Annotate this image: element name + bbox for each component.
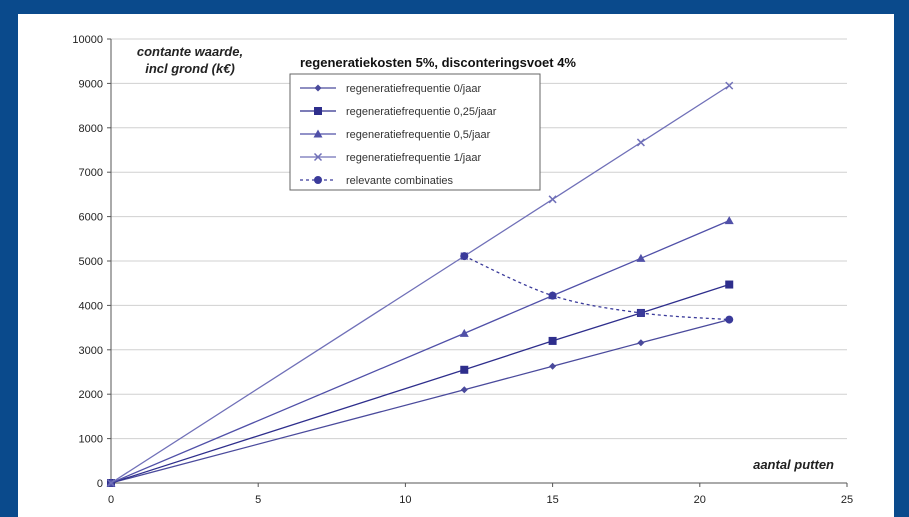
y-tick-label: 10000: [72, 34, 103, 46]
legend-marker: [313, 152, 323, 162]
y-tick-label: 1000: [79, 434, 103, 446]
legend-label: regeneratiefrequentie 0,5/jaar: [346, 129, 491, 141]
data-point: [637, 339, 645, 347]
x-axis-label: aantal putten: [753, 457, 834, 472]
data-point: [459, 328, 469, 337]
data-point: [725, 280, 734, 289]
series-5: [460, 252, 734, 324]
legend-entry: relevante combinaties: [300, 175, 454, 187]
x-tick-label: 20: [694, 494, 706, 506]
data-point: [548, 336, 557, 345]
legend-label: relevante combinaties: [346, 175, 454, 187]
x-tick-label: 25: [841, 494, 853, 506]
data-point: [460, 252, 469, 261]
series-3: [106, 216, 734, 487]
legend-entry: regeneratiefrequentie 0,25/jaar: [300, 106, 497, 118]
legend-entry: regeneratiefrequentie 1/jaar: [300, 152, 481, 164]
y-tick-label: 8000: [79, 123, 103, 135]
legend-marker: [313, 129, 323, 138]
series-line: [110, 283, 730, 484]
y-tick-label: 2000: [79, 389, 103, 401]
data-point: [724, 216, 734, 225]
y-tick-label: 4000: [79, 300, 103, 312]
legend-entry: regeneratiefrequentie 0/jaar: [300, 83, 481, 95]
data-point: [636, 138, 645, 147]
series-line: [110, 318, 730, 484]
x-tick-label: 10: [399, 494, 411, 506]
series-line: [464, 255, 730, 321]
legend-label: regeneratiefrequentie 0,25/jaar: [346, 106, 497, 118]
y-axis-label-line-1: contante waarde,: [137, 44, 243, 59]
data-point: [460, 365, 469, 374]
series-layer: [106, 81, 734, 488]
line-chart: 0100020003000400050006000700080009000100…: [72, 34, 853, 506]
series-1: [107, 316, 733, 487]
text-layer: regeneratiekosten 5%, disconteringsvoet …: [137, 44, 834, 472]
y-tick-label: 7000: [79, 167, 103, 179]
y-axis-label-line-2: incl grond (k€): [145, 61, 235, 76]
x-tick-label: 0: [108, 494, 114, 506]
y-tick-label: 9000: [79, 78, 103, 90]
x-tick-label: 15: [546, 494, 558, 506]
legend-label: regeneratiefrequentie 0/jaar: [346, 83, 481, 95]
data-point: [549, 362, 557, 370]
data-point: [106, 478, 116, 488]
data-point: [636, 253, 646, 262]
data-point: [460, 386, 468, 394]
data-point: [548, 291, 557, 300]
data-point: [725, 315, 734, 324]
x-tick-label: 5: [255, 494, 261, 506]
y-tick-label: 6000: [79, 212, 103, 224]
chart-title: regeneratiekosten 5%, disconteringsvoet …: [300, 55, 576, 70]
legend-box: [289, 73, 541, 191]
legend-entry: regeneratiefrequentie 0,5/jaar: [300, 129, 491, 141]
series-line: [110, 219, 730, 484]
data-point: [548, 195, 557, 204]
y-tick-label: 3000: [79, 345, 103, 357]
data-point: [725, 81, 734, 90]
y-tick-label: 5000: [79, 256, 103, 268]
chart-panel: 0 1000 2000 3000 4000 5000 6000 7000 8000 9000 100…: [18, 14, 894, 517]
legend-marker: [314, 176, 322, 184]
legend-marker: [314, 107, 322, 115]
legend-marker: [314, 84, 322, 92]
data-point: [636, 308, 645, 317]
y-tick-label: 0: [97, 478, 103, 490]
legend-label: regeneratiefrequentie 1/jaar: [346, 152, 481, 164]
legend: regeneratiefrequentie 0/jaar regeneratief…: [289, 73, 541, 191]
axis-layer: 0100020003000400050006000700080009000100…: [72, 34, 853, 506]
